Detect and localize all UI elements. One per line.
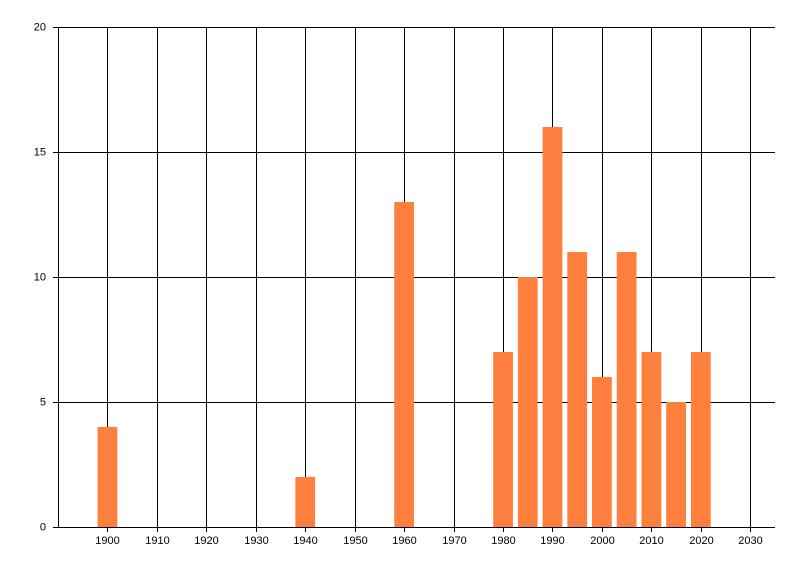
y-tick-label: 0	[40, 521, 46, 533]
x-tick-label: 1950	[343, 535, 367, 547]
x-tick-label: 2030	[738, 535, 762, 547]
bar	[616, 252, 637, 527]
x-tick-label: 1910	[145, 535, 169, 547]
bar	[493, 352, 513, 527]
bar	[641, 352, 662, 527]
x-tick-label: 1900	[95, 535, 119, 547]
bar	[97, 427, 118, 527]
y-tick-label: 10	[34, 271, 46, 283]
x-tick-label: 2020	[689, 535, 713, 547]
x-tick-label: 1920	[194, 535, 218, 547]
y-tick-label: 20	[34, 21, 46, 33]
x-tick-label: 1960	[392, 535, 416, 547]
x-tick-label: 1940	[293, 535, 317, 547]
bar	[592, 377, 612, 527]
x-tick-label: 1980	[491, 535, 515, 547]
y-tick-label: 15	[34, 146, 46, 158]
bar	[394, 202, 415, 527]
bar	[517, 277, 538, 527]
bar	[542, 127, 563, 527]
x-tick-label: 1930	[244, 535, 268, 547]
y-tick-label: 5	[40, 396, 46, 408]
x-tick-label: 1990	[540, 535, 564, 547]
x-tick-label: 2000	[590, 535, 614, 547]
bar	[567, 252, 588, 527]
bar	[295, 477, 316, 527]
x-tick-label: 1970	[442, 535, 466, 547]
bar	[690, 352, 711, 527]
x-tick-label: 2010	[639, 535, 663, 547]
bar	[666, 402, 686, 527]
